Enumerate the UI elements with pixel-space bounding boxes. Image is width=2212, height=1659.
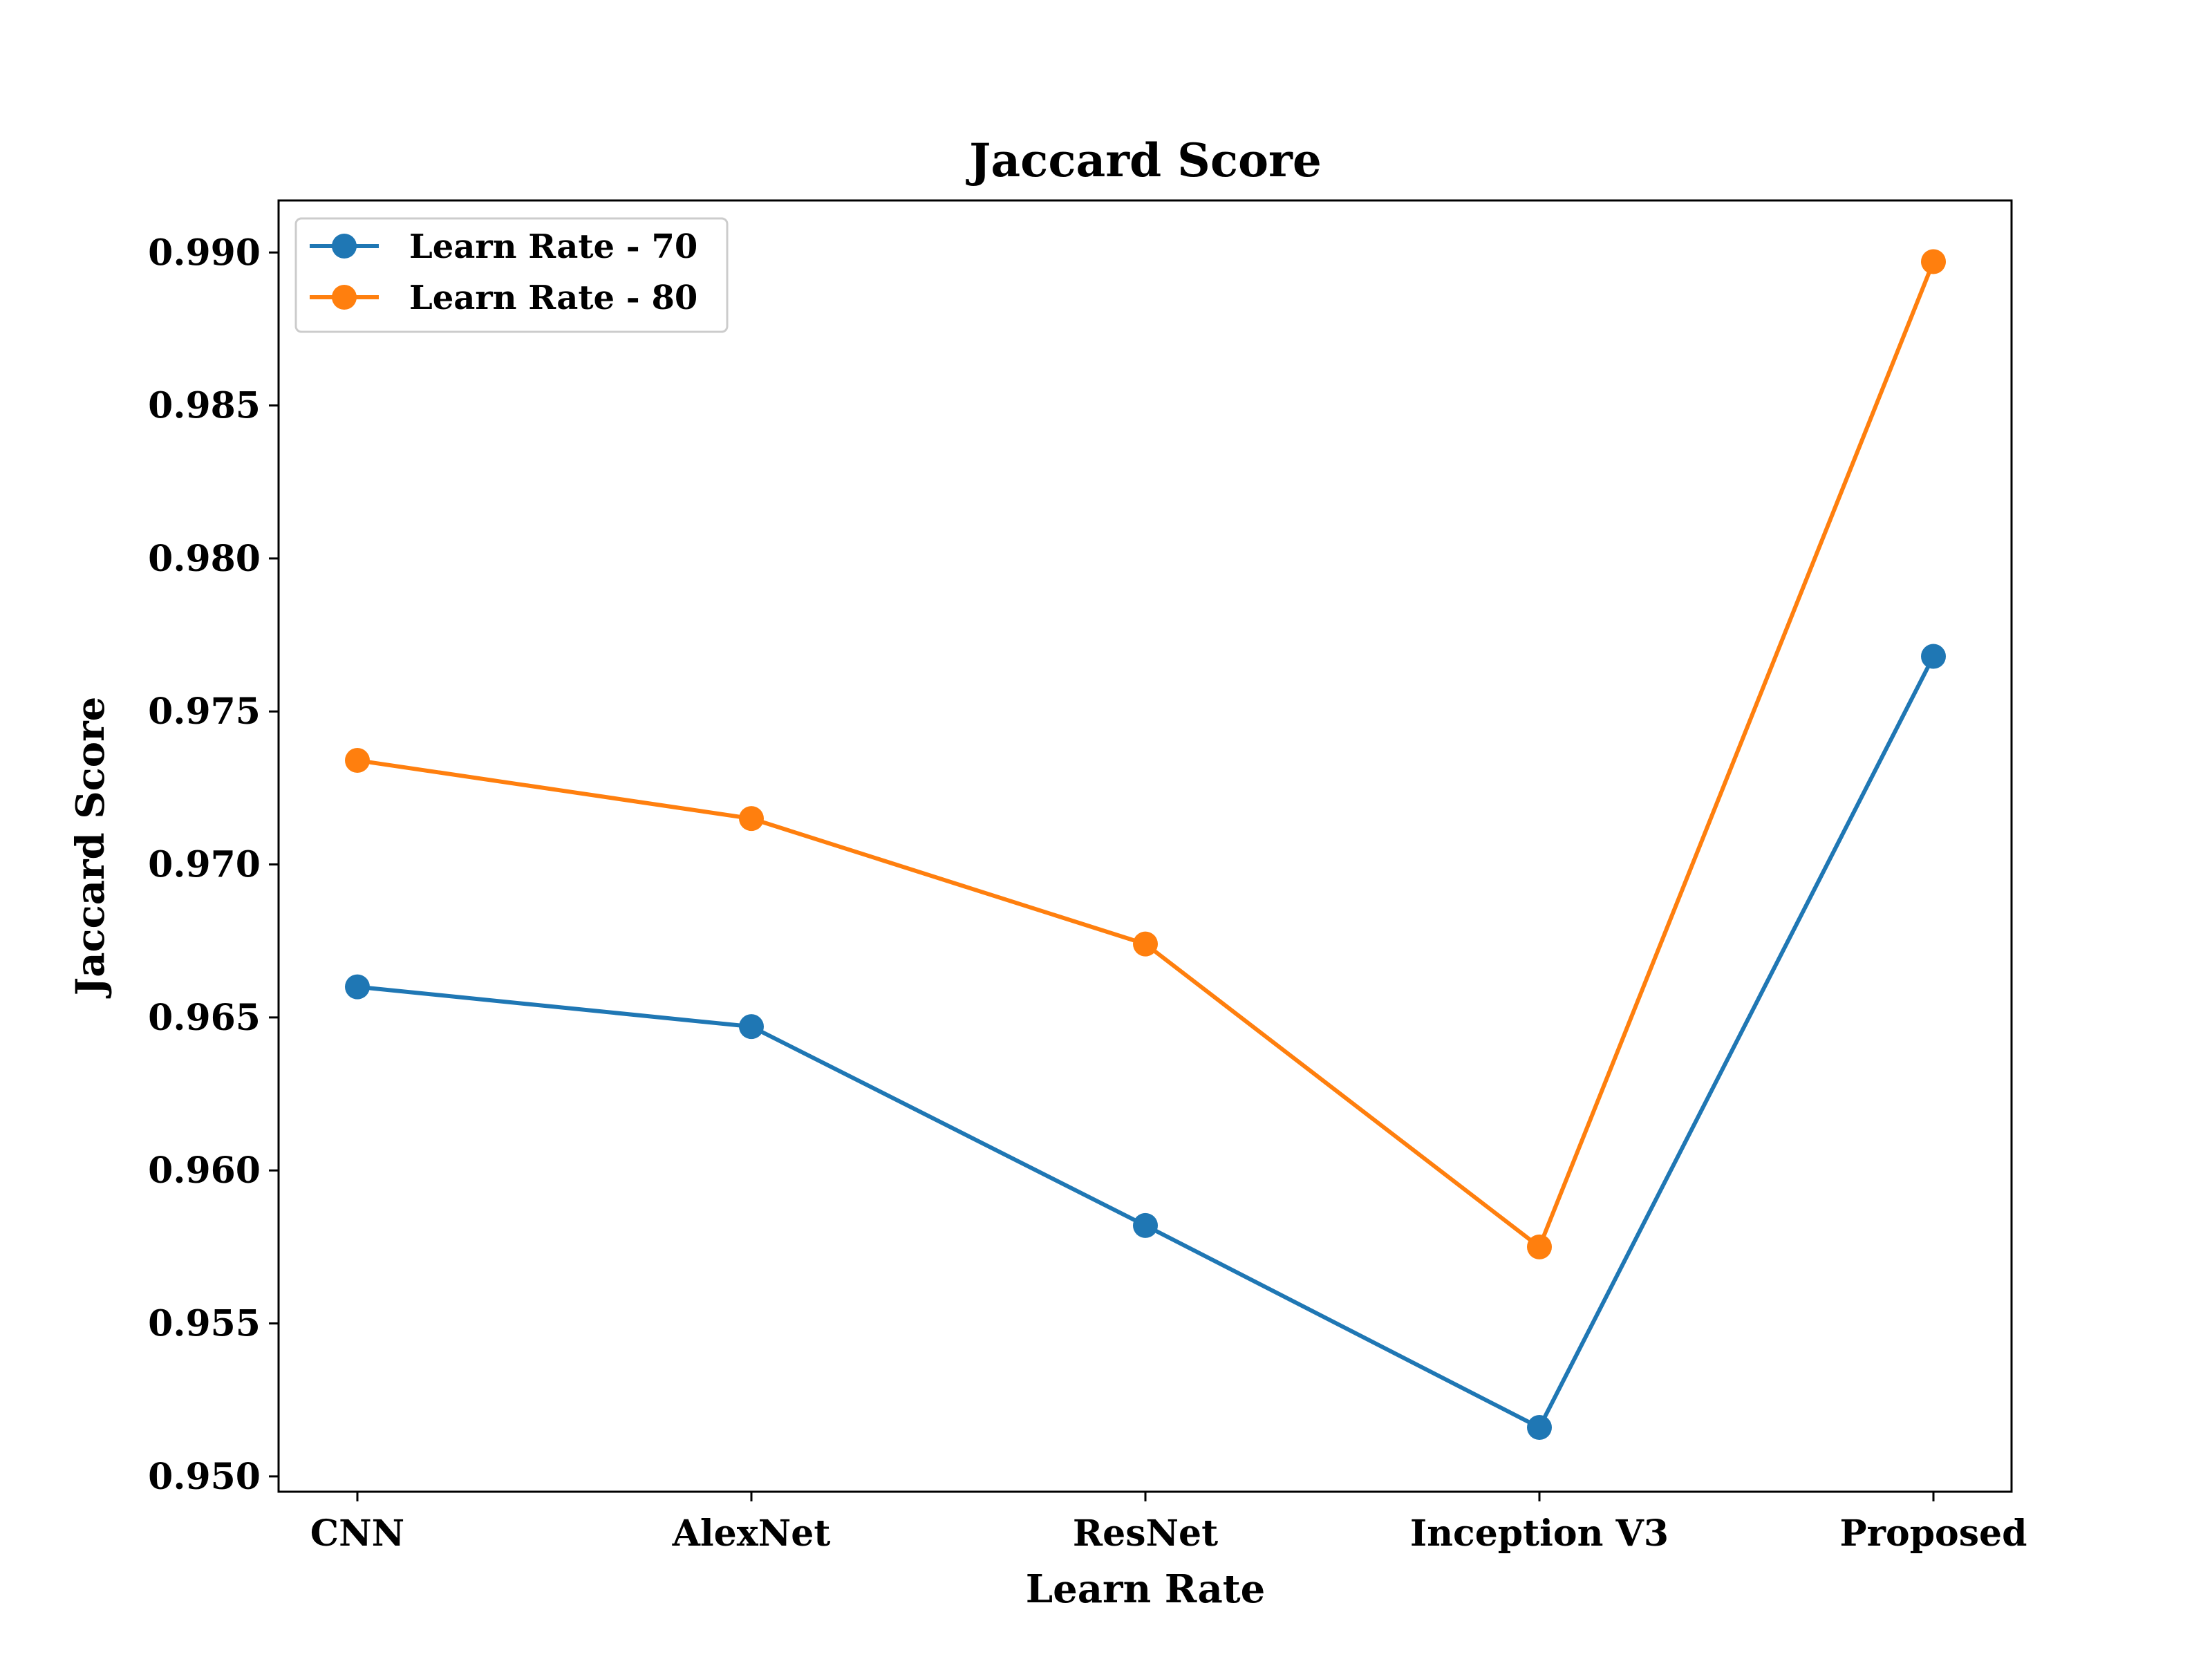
x-tick-label: Inception V3 xyxy=(1410,1512,1669,1555)
y-axis: 0.950 0.955 0.960 0.965 0.970 0.975 0.980 0.985… xyxy=(148,232,279,1498)
y-tick-label: 0.955 xyxy=(148,1303,261,1345)
x-axis-label: Learn Rate xyxy=(1026,1566,1266,1612)
x-tick-label: AlexNet xyxy=(672,1512,831,1555)
y-tick-label: 0.980 xyxy=(148,538,261,580)
y-tick-label: 0.990 xyxy=(148,232,261,274)
x-tick-label: Proposed xyxy=(1840,1512,2027,1555)
legend-box xyxy=(294,217,729,333)
data-point xyxy=(739,1014,764,1040)
x-tick-label: ResNet xyxy=(1073,1512,1218,1555)
y-tick-label: 0.975 xyxy=(148,691,261,733)
chart-title: Jaccard Score xyxy=(966,133,1322,187)
data-point xyxy=(1527,1415,1552,1441)
y-axis-label: Jaccard Score xyxy=(68,697,113,999)
y-tick-label: 0.985 xyxy=(148,385,261,427)
data-point xyxy=(739,806,764,832)
series-1 xyxy=(345,644,1946,1441)
data-point xyxy=(1921,249,1946,274)
series-layer xyxy=(345,249,1946,1441)
data-point xyxy=(1133,1212,1158,1238)
y-tick-label: 0.960 xyxy=(148,1150,261,1192)
series-line xyxy=(357,261,1936,1249)
legend: Learn Rate - 70 Learn Rate - 80 xyxy=(294,217,729,333)
data-point xyxy=(1527,1234,1552,1259)
y-tick-label: 0.970 xyxy=(148,844,261,886)
data-point xyxy=(1133,931,1158,957)
legend-marker xyxy=(332,234,357,259)
legend-label: Learn Rate - 70 xyxy=(409,227,697,266)
series-2 xyxy=(345,249,1946,1259)
data-point xyxy=(345,748,370,774)
x-axis: CNN AlexNet ResNet Inception V3 Proposed xyxy=(310,1492,2027,1555)
y-tick-label: 0.965 xyxy=(148,997,261,1039)
legend-label: Learn Rate - 80 xyxy=(409,279,697,317)
data-point xyxy=(345,974,370,1000)
series-line xyxy=(357,655,1936,1430)
y-tick-label: 0.950 xyxy=(148,1456,261,1498)
legend-marker xyxy=(332,285,357,310)
plot-area xyxy=(277,199,2013,1493)
x-tick-label: CNN xyxy=(310,1512,404,1555)
data-point xyxy=(1921,644,1946,669)
